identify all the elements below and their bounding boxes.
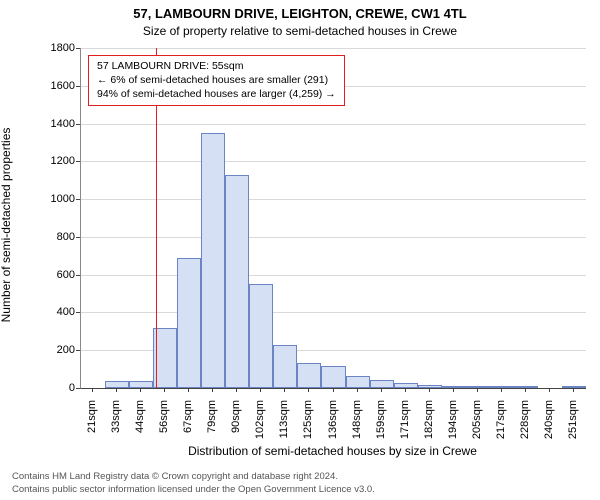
gridline xyxy=(81,48,586,49)
chart-title-main: 57, LAMBOURN DRIVE, LEIGHTON, CREWE, CW1… xyxy=(0,6,600,21)
xtick-mark xyxy=(429,388,430,392)
ytick-label: 1200 xyxy=(25,155,75,167)
xtick-label: 56sqm xyxy=(158,400,170,450)
gridline xyxy=(81,124,586,125)
ytick-label: 0 xyxy=(25,382,75,394)
xtick-label: 44sqm xyxy=(134,400,146,450)
xtick-label: 33sqm xyxy=(110,400,122,450)
histogram-bar xyxy=(346,376,370,388)
gridline xyxy=(81,275,586,276)
xtick-label: 125sqm xyxy=(302,400,314,450)
ytick-mark xyxy=(76,275,80,276)
ytick-mark xyxy=(76,48,80,49)
xtick-mark xyxy=(381,388,382,392)
xtick-mark xyxy=(501,388,502,392)
xtick-mark xyxy=(116,388,117,392)
ytick-mark xyxy=(76,199,80,200)
gridline xyxy=(81,237,586,238)
xtick-label: 79sqm xyxy=(206,400,218,450)
xtick-mark xyxy=(260,388,261,392)
ytick-label: 600 xyxy=(25,269,75,281)
ytick-mark xyxy=(76,350,80,351)
xtick-mark xyxy=(236,388,237,392)
ytick-label: 1800 xyxy=(25,42,75,54)
gridline xyxy=(81,199,586,200)
xtick-label: 102sqm xyxy=(254,400,266,450)
xtick-label: 90sqm xyxy=(230,400,242,450)
legend-line-3: 94% of semi-detached houses are larger (… xyxy=(97,87,336,101)
ytick-mark xyxy=(76,86,80,87)
ytick-mark xyxy=(76,161,80,162)
footer-attribution: Contains HM Land Registry data © Crown c… xyxy=(12,471,588,496)
xtick-mark xyxy=(284,388,285,392)
ytick-label: 200 xyxy=(25,344,75,356)
histogram-bar xyxy=(129,381,153,388)
gridline xyxy=(81,161,586,162)
xtick-label: 240sqm xyxy=(543,400,555,450)
xtick-label: 194sqm xyxy=(447,400,459,450)
xtick-mark xyxy=(308,388,309,392)
xtick-label: 228sqm xyxy=(519,400,531,450)
xtick-mark xyxy=(477,388,478,392)
ytick-mark xyxy=(76,312,80,313)
xtick-mark xyxy=(525,388,526,392)
ytick-label: 1600 xyxy=(25,80,75,92)
xtick-label: 251sqm xyxy=(567,400,579,450)
xtick-label: 67sqm xyxy=(182,400,194,450)
xtick-label: 205sqm xyxy=(471,400,483,450)
xtick-label: 171sqm xyxy=(399,400,411,450)
xtick-label: 159sqm xyxy=(375,400,387,450)
footer-line-1: Contains HM Land Registry data © Crown c… xyxy=(12,471,588,483)
histogram-bar xyxy=(177,258,201,388)
xtick-mark xyxy=(405,388,406,392)
histogram-bar xyxy=(225,175,249,388)
y-axis-label: Number of semi-detached properties xyxy=(0,128,13,323)
xtick-label: 217sqm xyxy=(495,400,507,450)
histogram-bar xyxy=(105,381,129,388)
footer-line-2: Contains public sector information licen… xyxy=(12,484,588,496)
ytick-mark xyxy=(76,237,80,238)
xtick-mark xyxy=(92,388,93,392)
chart-container: 57, LAMBOURN DRIVE, LEIGHTON, CREWE, CW1… xyxy=(0,0,600,500)
legend-line-1: 57 LAMBOURN DRIVE: 55sqm xyxy=(97,59,336,73)
xtick-mark xyxy=(333,388,334,392)
xtick-label: 136sqm xyxy=(327,400,339,450)
ytick-label: 1400 xyxy=(25,118,75,130)
ytick-label: 800 xyxy=(25,231,75,243)
xtick-mark xyxy=(453,388,454,392)
histogram-bar xyxy=(153,328,177,388)
xtick-label: 113sqm xyxy=(278,400,290,450)
ytick-label: 1000 xyxy=(25,193,75,205)
histogram-bar xyxy=(321,366,345,388)
ytick-label: 400 xyxy=(25,306,75,318)
xtick-label: 21sqm xyxy=(86,400,98,450)
chart-title-sub: Size of property relative to semi-detach… xyxy=(0,24,600,38)
histogram-bar xyxy=(297,363,321,389)
histogram-bar xyxy=(249,284,273,388)
xtick-mark xyxy=(188,388,189,392)
xtick-label: 148sqm xyxy=(351,400,363,450)
histogram-bar xyxy=(273,345,297,388)
xtick-mark xyxy=(140,388,141,392)
xtick-mark xyxy=(357,388,358,392)
ytick-mark xyxy=(76,388,80,389)
xtick-mark xyxy=(212,388,213,392)
gridline xyxy=(81,312,586,313)
xtick-mark xyxy=(573,388,574,392)
ytick-mark xyxy=(76,124,80,125)
xtick-mark xyxy=(549,388,550,392)
histogram-bar xyxy=(370,380,394,388)
legend-box: 57 LAMBOURN DRIVE: 55sqm ← 6% of semi-de… xyxy=(88,55,345,106)
histogram-bar xyxy=(201,133,225,388)
xtick-mark xyxy=(164,388,165,392)
legend-line-2: ← 6% of semi-detached houses are smaller… xyxy=(97,73,336,87)
xtick-label: 182sqm xyxy=(423,400,435,450)
